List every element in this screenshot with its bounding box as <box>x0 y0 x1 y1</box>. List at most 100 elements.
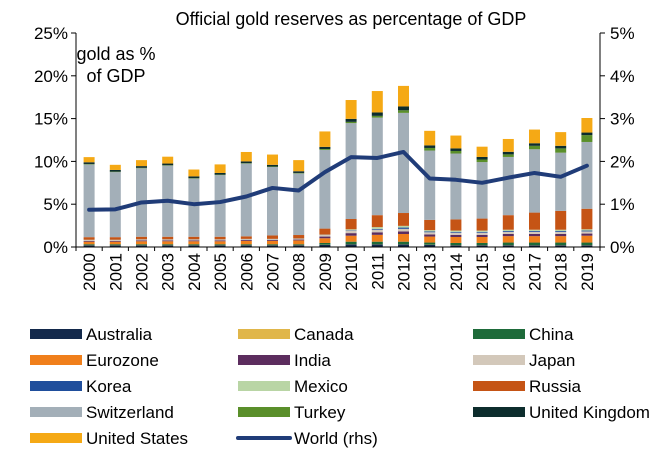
chart-annotation: gold as %of GDP <box>76 44 155 86</box>
bar-segment-switzerland-2012 <box>398 113 409 213</box>
bar-segment-russia-2000 <box>84 237 95 240</box>
bar-segment-united-states-2007 <box>267 155 278 165</box>
bar-segment-india-2008 <box>293 240 304 241</box>
legend-swatch-australia <box>30 329 82 339</box>
bar-segment-japan-2000 <box>84 240 95 241</box>
bar-segment-united-kingdom-2004 <box>188 176 199 178</box>
bar-segment-korea-2012 <box>398 228 409 229</box>
bar-segment-china-2003 <box>162 244 173 245</box>
bar-segment-japan-2004 <box>188 240 199 241</box>
bar-segment-united-kingdom-2017 <box>529 143 540 146</box>
y2-tick-label: 5% <box>610 24 635 43</box>
bar-segment-japan-2011 <box>372 230 383 233</box>
bar-segment-united-states-2013 <box>424 131 435 146</box>
x-tick-label: 2006 <box>237 253 256 291</box>
bar-segment-russia-2017 <box>529 213 540 230</box>
y-tick-label: 25% <box>34 24 68 43</box>
bar-segment-india-2002 <box>136 240 147 241</box>
bar-segment-united-states-2009 <box>319 131 330 146</box>
bar-segment-india-2015 <box>477 235 488 237</box>
bar-segment-india-2001 <box>110 241 121 242</box>
bar-segment-united-states-2014 <box>450 136 461 149</box>
bar-segment-mexico-2010 <box>346 229 357 230</box>
legend-label-india: India <box>294 351 331 370</box>
bar-segment-turkey-2015 <box>477 160 488 163</box>
bar-segment-united-states-2015 <box>477 147 488 157</box>
bar-segment-eurozone-2012 <box>398 234 409 242</box>
bar-segment-united-kingdom-2005 <box>215 173 226 175</box>
bar-segment-china-2018 <box>555 243 566 246</box>
bar-segment-china-2007 <box>267 244 278 245</box>
bar-segment-united-states-2012 <box>398 86 409 107</box>
bar-segment-eurozone-2014 <box>450 237 461 243</box>
y-tick-label: 20% <box>34 67 68 86</box>
legend-label-united-kingdom: United Kingdom <box>529 403 650 422</box>
x-tick-label: 2013 <box>421 253 440 291</box>
bar-segment-turkey-2014 <box>450 151 461 154</box>
bar-segment-switzerland-2007 <box>267 167 278 235</box>
bar-segment-eurozone-2017 <box>529 236 540 242</box>
bar-segment-china-2011 <box>372 242 383 245</box>
legend-label-world-rhs-: World (rhs) <box>294 429 378 448</box>
bar-segment-china-2002 <box>136 244 147 245</box>
bar-segment-united-kingdom-2014 <box>450 148 461 151</box>
bar-segment-india-2014 <box>450 235 461 237</box>
bar-segment-eurozone-2002 <box>136 241 147 244</box>
bar-segment-eurozone-2008 <box>293 240 304 244</box>
bar-segment-mexico-2016 <box>503 230 514 231</box>
bar-segment-russia-2001 <box>110 237 121 240</box>
bar-segment-switzerland-2004 <box>188 179 199 237</box>
bar-segment-china-2014 <box>450 243 461 245</box>
bar-segment-russia-2019 <box>581 209 592 230</box>
x-tick-label: 2011 <box>368 253 387 290</box>
bar-segment-united-states-2011 <box>372 91 383 112</box>
bar-segment-china-2019 <box>581 243 592 246</box>
bar-segment-korea-2013 <box>424 231 435 232</box>
legend-swatch-russia <box>473 381 525 391</box>
bar-segment-turkey-2013 <box>424 148 435 151</box>
bar-segment-united-states-2005 <box>215 164 226 173</box>
bar-segment-russia-2005 <box>215 237 226 240</box>
legend-label-mexico: Mexico <box>294 377 348 396</box>
bar-segment-united-kingdom-2000 <box>84 162 95 164</box>
x-tick-label: 2012 <box>395 253 414 291</box>
bar-segment-eurozone-2003 <box>162 241 173 244</box>
bar-segment-japan-2018 <box>555 232 566 234</box>
y2-tick-label: 0% <box>610 238 635 257</box>
bar-segment-united-states-2018 <box>555 132 566 146</box>
bar-segment-india-2006 <box>241 240 252 241</box>
bar-segment-china-2016 <box>503 243 514 246</box>
x-tick-label: 2017 <box>526 253 545 291</box>
legend-swatch-united-kingdom <box>473 407 525 417</box>
bar-segment-russia-2010 <box>346 219 357 229</box>
bar-segment-united-kingdom-2003 <box>162 164 173 166</box>
bar-segment-switzerland-2008 <box>293 173 304 235</box>
bar-segment-eurozone-2007 <box>267 241 278 244</box>
bar-segment-india-2000 <box>84 241 95 242</box>
legend-label-canada: Canada <box>294 325 354 344</box>
bar-segment-switzerland-2018 <box>555 153 566 211</box>
bar-segment-russia-2015 <box>477 219 488 231</box>
bar-segment-india-2012 <box>398 231 409 234</box>
bar-segment-russia-2002 <box>136 237 147 240</box>
legend-swatch-canada <box>238 329 290 339</box>
bar-segment-eurozone-2009 <box>319 238 330 243</box>
legend-swatch-korea <box>30 381 82 391</box>
chart-title: Official gold reserves as percentage of … <box>176 9 527 29</box>
bar-segment-united-kingdom-2019 <box>581 133 592 136</box>
bar-segment-mexico-2017 <box>529 230 540 231</box>
bar-segment-eurozone-2019 <box>581 236 592 243</box>
bar-segment-japan-2014 <box>450 233 461 235</box>
bar-segment-mexico-2012 <box>398 226 409 228</box>
x-tick-label: 2010 <box>342 253 361 291</box>
bar-segment-russia-2003 <box>162 237 173 240</box>
bar-segment-korea-2014 <box>450 232 461 233</box>
bar-segment-united-kingdom-2010 <box>346 119 357 122</box>
bar-segment-united-kingdom-2009 <box>319 147 330 149</box>
legend-swatch-turkey <box>238 407 290 417</box>
bar-segment-eurozone-2000 <box>84 242 95 245</box>
legend-label-eurozone: Eurozone <box>86 351 159 370</box>
bar-segment-turkey-2011 <box>372 116 383 118</box>
